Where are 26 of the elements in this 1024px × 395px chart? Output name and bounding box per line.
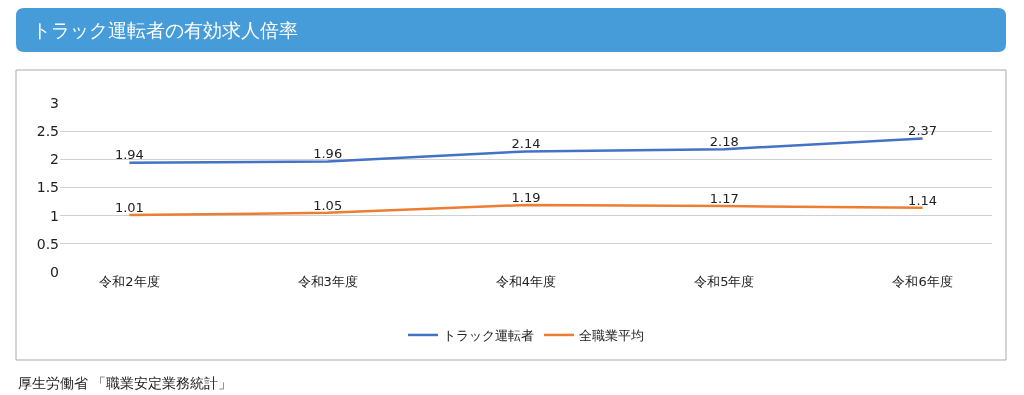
y-tick-label: 2.5 [36, 123, 59, 140]
x-tick-label: 令和2年度 [99, 274, 160, 289]
text: 厚生労働省 「職業安定業務統計」 [18, 375, 233, 391]
x-tick-label: 令和5年度 [694, 274, 755, 289]
data-label: 1.05 [313, 197, 343, 213]
y-tick-label: 1 [50, 207, 59, 224]
y-tick-label: 0 [50, 263, 59, 280]
x-tick-label: 令和4年度 [495, 274, 557, 289]
x-tick-label: 令和6年度 [892, 274, 953, 289]
legend-label: トラック運転者 [443, 328, 534, 344]
y-tick-label: 1.5 [36, 179, 59, 196]
data-label: 1.01 [114, 199, 144, 215]
x-tick-label: 令和3年度 [297, 274, 358, 289]
y-tick-label: 2 [50, 151, 59, 168]
data-label: 1.17 [709, 190, 739, 206]
chart-title: トラック運転者の有効求人倍率 [32, 18, 298, 41]
data-label: 1.96 [313, 146, 343, 162]
y-tick-label: 0.5 [36, 235, 59, 252]
data-label: 2.18 [709, 133, 739, 149]
legend-label: 全職業平均 [579, 328, 644, 344]
data-label: 1.19 [511, 189, 541, 205]
data-label: 1.94 [114, 147, 144, 163]
y-tick-label: 3 [50, 94, 59, 111]
data-label: 2.14 [511, 136, 541, 152]
data-label: 1.14 [908, 192, 938, 208]
data-label: 2.37 [908, 123, 938, 139]
